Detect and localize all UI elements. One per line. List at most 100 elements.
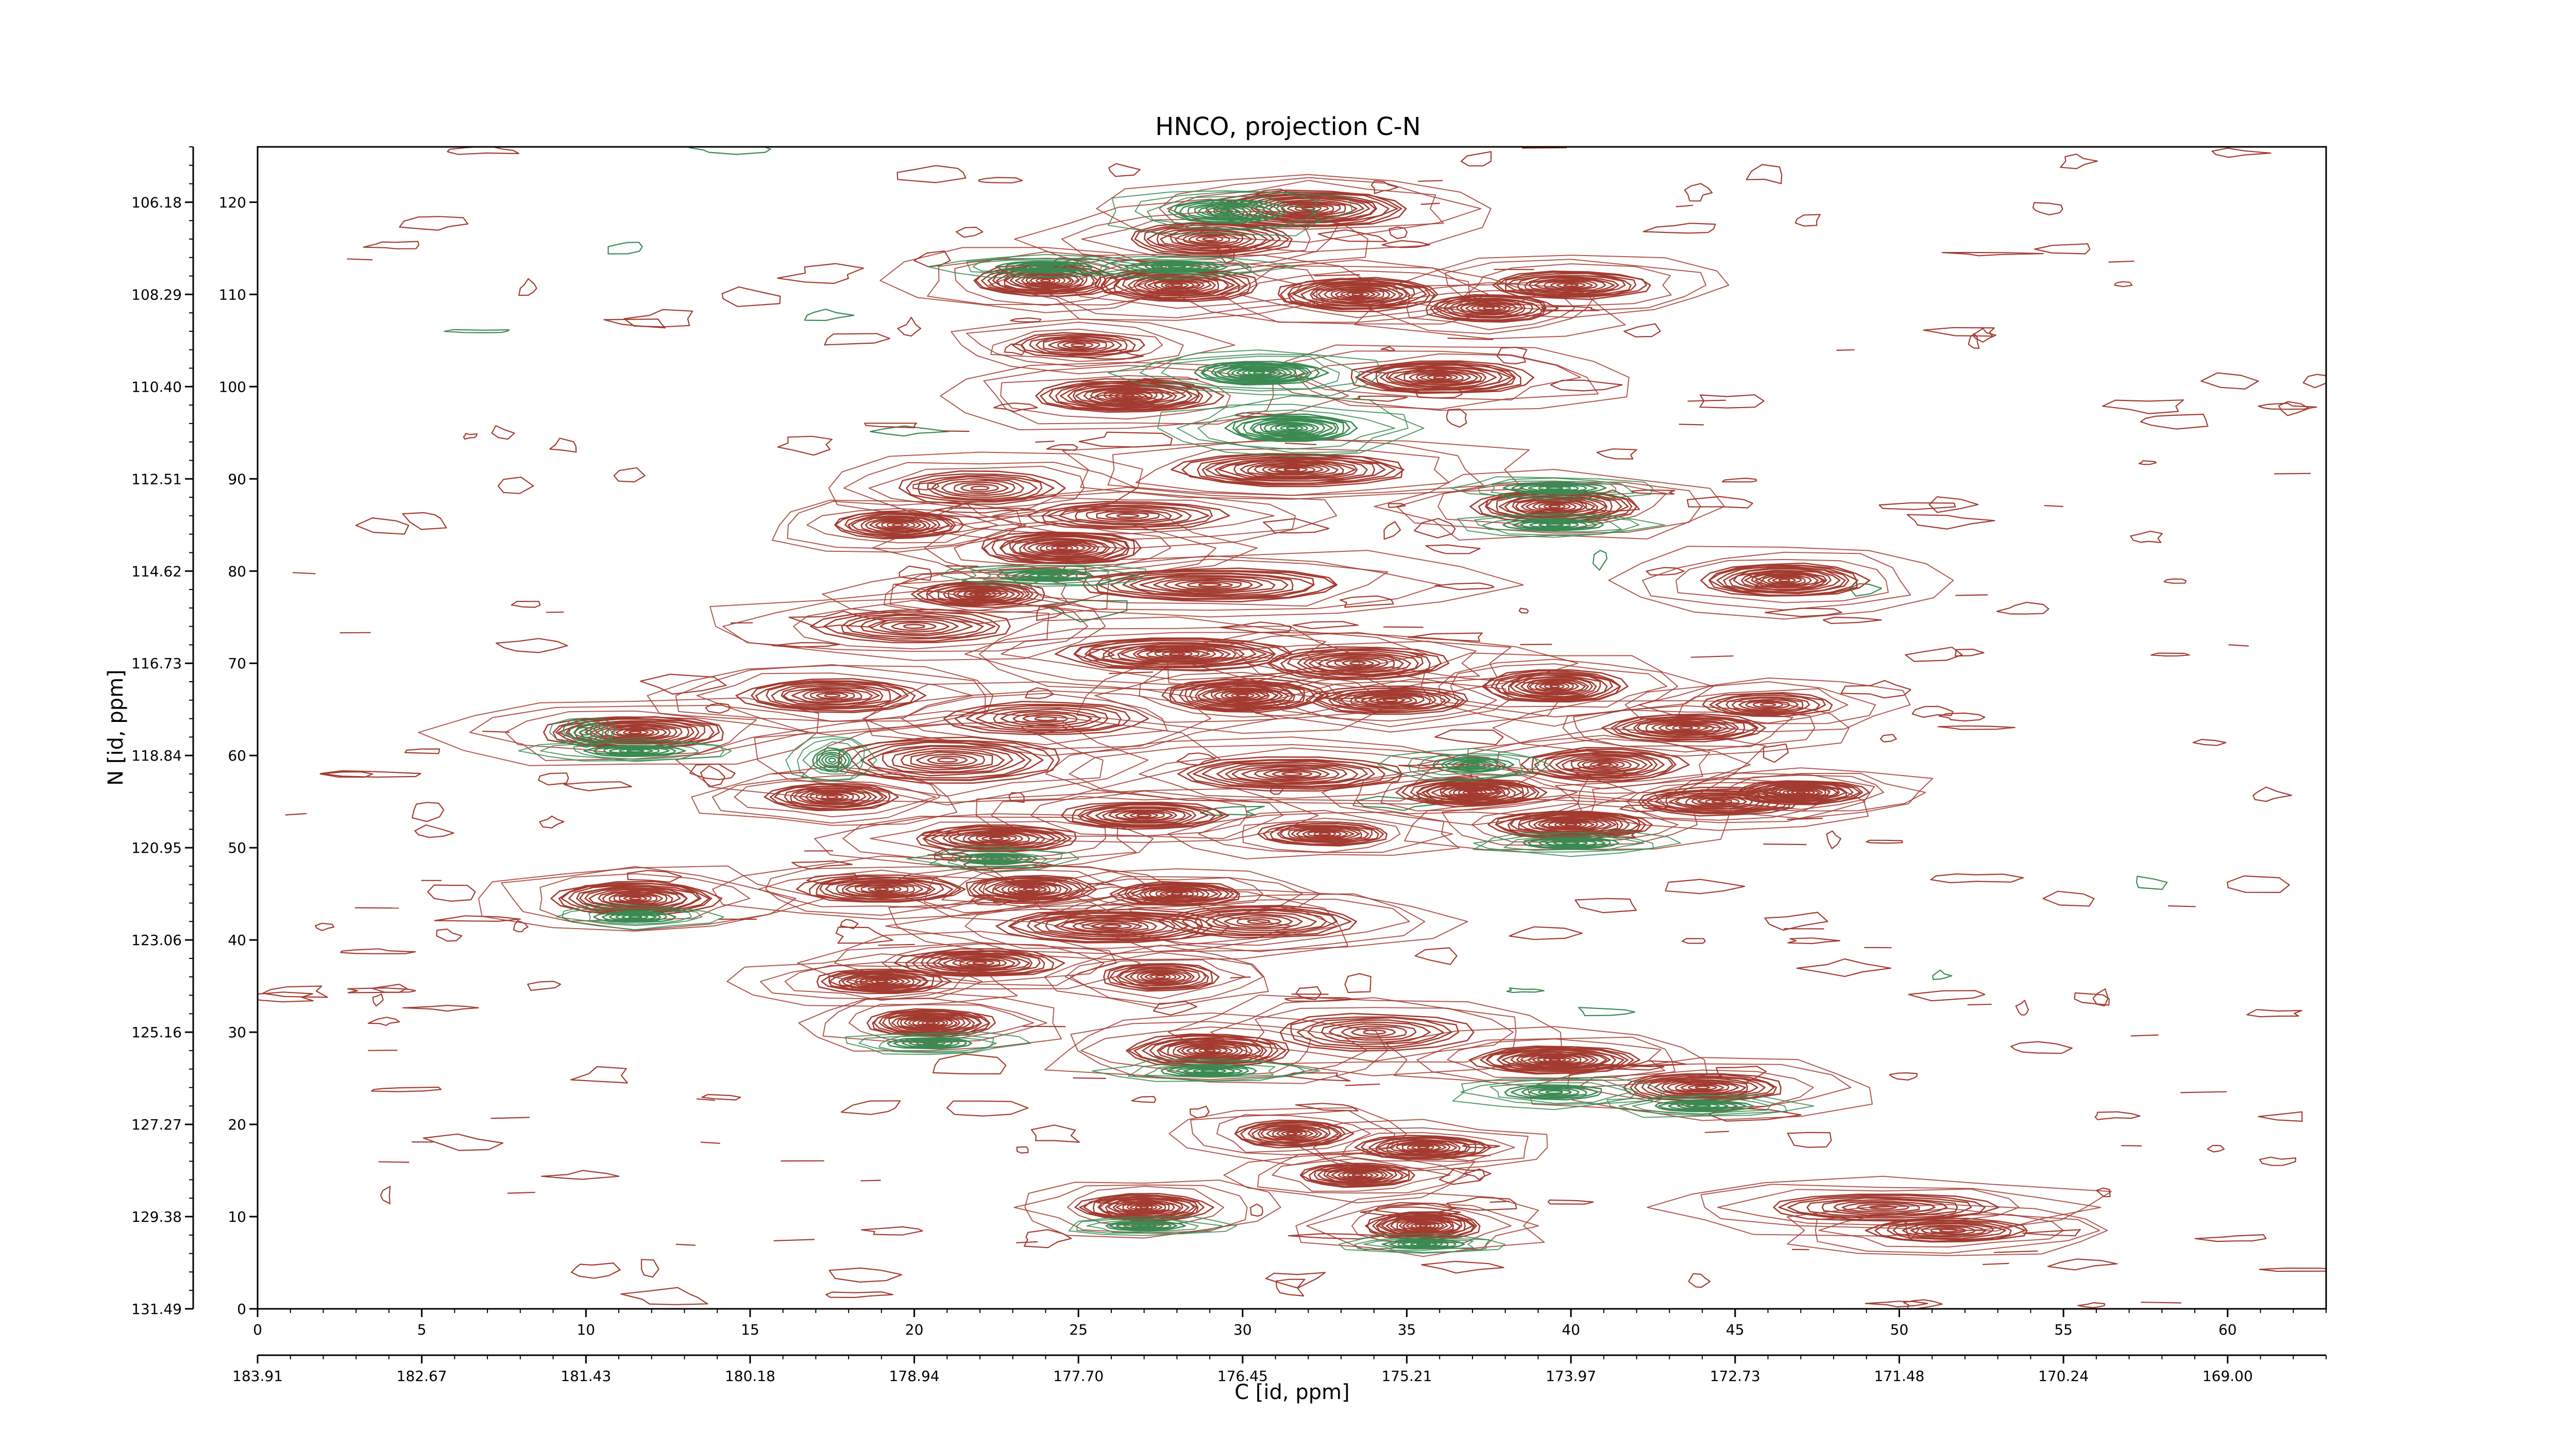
contour-level <box>1526 500 1583 513</box>
contour-level <box>1036 277 1056 284</box>
contour-level <box>539 873 751 922</box>
contour-level <box>1465 763 1480 767</box>
noise-contour <box>2302 374 2326 389</box>
contour-level <box>1394 368 1482 385</box>
contour-level <box>623 895 648 902</box>
noise-contour <box>399 216 468 231</box>
contour-level <box>1440 757 1506 772</box>
noise-contour <box>607 242 643 255</box>
contour-level <box>1504 496 1607 517</box>
contour-level <box>1543 1057 1566 1063</box>
noise-contour <box>860 1180 881 1182</box>
noise-contour <box>1879 734 1897 743</box>
contour-level <box>845 1031 1031 1055</box>
contour-level <box>1414 1223 1432 1228</box>
contour-level <box>1939 1228 1958 1233</box>
contour-level <box>1363 1029 1386 1035</box>
contour-level <box>1467 790 1478 794</box>
peak-neg-68 <box>1450 476 1653 501</box>
noise-contour <box>705 703 731 714</box>
contour-level <box>816 692 849 699</box>
contour-level <box>1351 1203 1512 1243</box>
contour-level <box>1200 361 1320 385</box>
contour-level <box>1046 504 1210 528</box>
contour-level <box>1733 570 1832 592</box>
peak-neg-77 <box>1069 1216 1237 1236</box>
contour-level <box>1555 754 1653 776</box>
contour-level <box>1253 371 1265 375</box>
contour-level <box>1197 454 1396 485</box>
contour-level <box>1037 265 1055 268</box>
peak-pos-10 <box>1062 436 1530 500</box>
peak-neg-66 <box>1077 255 1296 280</box>
contour-level <box>1061 211 1340 268</box>
noise-contour <box>840 1100 901 1115</box>
contour-level <box>1549 1058 1561 1062</box>
peak-pos-8 <box>940 362 1349 430</box>
contour-level <box>1286 1132 1298 1136</box>
noise-contour <box>371 1086 442 1092</box>
noise-contour <box>2259 1156 2296 1166</box>
contour-level <box>887 521 910 528</box>
noise-contour <box>1906 514 1995 530</box>
contour-level <box>1399 1219 1448 1232</box>
contour-level <box>1528 838 1611 849</box>
contour-level <box>734 780 937 818</box>
noise-contour <box>571 1262 621 1279</box>
contour-level <box>1137 970 1187 984</box>
noise-contour <box>721 286 781 307</box>
contour-level <box>959 958 1001 967</box>
noise-contour <box>355 517 410 535</box>
contour-level <box>1550 281 1593 290</box>
contour-level <box>1014 198 1368 274</box>
contour-level <box>623 729 649 736</box>
y-axis-label: N [id, ppm] <box>104 669 128 786</box>
noise-contour <box>1340 595 1394 608</box>
contour-level <box>1380 774 1578 812</box>
contour-level <box>990 328 1163 362</box>
noise-contour <box>603 318 666 329</box>
contour-level <box>1473 832 1654 853</box>
contour-level <box>1055 382 1200 410</box>
contour-level <box>1223 1153 1476 1204</box>
contour-level <box>1280 425 1304 431</box>
contour-level <box>1555 772 1875 831</box>
contour-level <box>1520 520 1587 530</box>
y-ppm-tick-label: 125.16 <box>131 1024 182 1041</box>
contour-level <box>1014 273 1074 288</box>
contour-level <box>1272 680 1497 722</box>
peak-pos-36 <box>691 766 958 826</box>
contour-level <box>1732 697 1804 713</box>
contour-level <box>628 915 642 919</box>
noise-contour <box>363 241 419 249</box>
noise-contour <box>1287 1233 1385 1240</box>
contour-level <box>1350 360 1534 394</box>
noise-contour <box>1973 328 1996 343</box>
contour-level <box>1117 645 1236 663</box>
contour-level <box>1107 436 1485 496</box>
contour-level <box>1514 677 1593 696</box>
contour-level <box>1193 1047 1228 1055</box>
contour-level <box>1520 678 1589 695</box>
contour-level <box>910 751 986 769</box>
contour-level <box>1257 1152 1469 1194</box>
contour-level <box>1202 237 1217 241</box>
contour-level <box>1537 1056 1572 1064</box>
contour-level <box>965 705 1122 732</box>
noise-contour <box>2130 1034 2159 1037</box>
contour-level <box>1028 264 1063 269</box>
contour-level <box>1056 546 1069 550</box>
contour-level <box>1362 363 1515 391</box>
x-tick-label: 55 <box>2054 1321 2073 1338</box>
contour-level <box>1155 889 1199 899</box>
contour-level <box>940 564 1147 587</box>
contour-level <box>1262 465 1324 475</box>
contour-level <box>1297 1017 1452 1048</box>
contour-level <box>1060 382 1199 409</box>
contour-level <box>785 736 877 782</box>
noise-contour <box>1073 1077 1106 1079</box>
contour-level <box>1011 571 1078 580</box>
contour-level <box>608 747 660 754</box>
contour-level <box>1318 832 1331 836</box>
noise-contour <box>563 781 632 791</box>
